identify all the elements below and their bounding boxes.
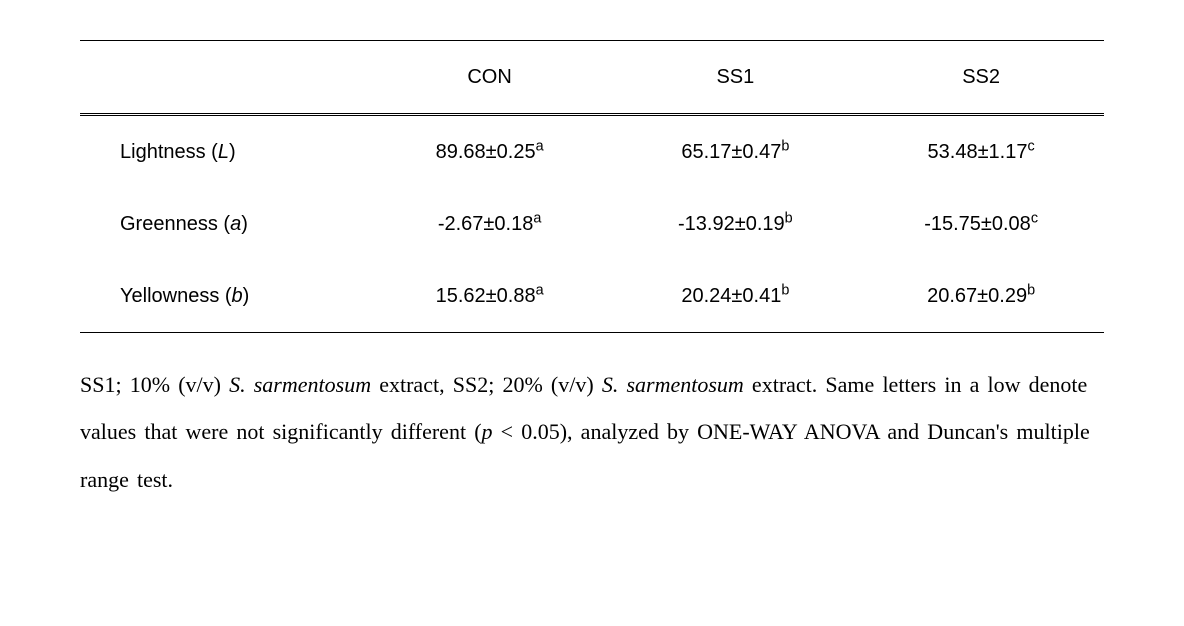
superscript: a <box>533 210 541 226</box>
caption-italic: S. sarmentosum <box>602 372 744 397</box>
superscript: c <box>1031 210 1038 226</box>
table-header-row: CON SS1 SS2 <box>80 41 1104 115</box>
superscript: b <box>1027 282 1035 298</box>
superscript: a <box>536 138 544 154</box>
superscript: b <box>785 210 793 226</box>
label-var: b <box>232 285 243 307</box>
row-label: Lightness (L) <box>80 115 367 189</box>
label-var: a <box>230 213 241 235</box>
label-suffix: ) <box>241 213 248 235</box>
caption-italic: S. sarmentosum <box>229 372 371 397</box>
cell-value: -13.92±0.19b <box>612 188 858 260</box>
row-label: Yellowness (b) <box>80 260 367 333</box>
label-suffix: ) <box>229 141 236 163</box>
caption-text: SS1; 10% (v/v) <box>80 372 229 397</box>
col-header-ss2: SS2 <box>858 41 1104 115</box>
table-row: Lightness (L) 89.68±0.25a 65.17±0.47b 53… <box>80 115 1104 189</box>
superscript: c <box>1027 138 1034 154</box>
table-row: Greenness (a) -2.67±0.18a -13.92±0.19b -… <box>80 188 1104 260</box>
label-prefix: Greenness ( <box>120 213 230 235</box>
col-header-ss1: SS1 <box>612 41 858 115</box>
col-header-con: CON <box>367 41 613 115</box>
row-label: Greenness (a) <box>80 188 367 260</box>
cell-value: 89.68±0.25a <box>367 115 613 189</box>
cell-value: 15.62±0.88a <box>367 260 613 333</box>
cell-value: 20.67±0.29b <box>858 260 1104 333</box>
cell-value: -2.67±0.18a <box>367 188 613 260</box>
label-var: L <box>218 141 229 163</box>
label-prefix: Yellowness ( <box>120 285 232 307</box>
caption-italic: p <box>482 419 493 444</box>
caption-text: extract, SS2; 20% (v/v) <box>371 372 602 397</box>
label-suffix: ) <box>243 285 250 307</box>
table-body: Lightness (L) 89.68±0.25a 65.17±0.47b 53… <box>80 115 1104 333</box>
cell-value: -15.75±0.08c <box>858 188 1104 260</box>
superscript: a <box>536 282 544 298</box>
cell-value: 20.24±0.41b <box>612 260 858 333</box>
col-header-blank <box>80 41 367 115</box>
cell-value: 65.17±0.47b <box>612 115 858 189</box>
table-row: Yellowness (b) 15.62±0.88a 20.24±0.41b 2… <box>80 260 1104 333</box>
color-measurement-table: CON SS1 SS2 Lightness (L) 89.68±0.25a 65… <box>80 40 1104 333</box>
superscript: b <box>781 138 789 154</box>
superscript: b <box>781 282 789 298</box>
label-prefix: Lightness ( <box>120 141 218 163</box>
table-caption: SS1; 10% (v/v) S. sarmentosum extract, S… <box>80 361 1104 503</box>
cell-value: 53.48±1.17c <box>858 115 1104 189</box>
